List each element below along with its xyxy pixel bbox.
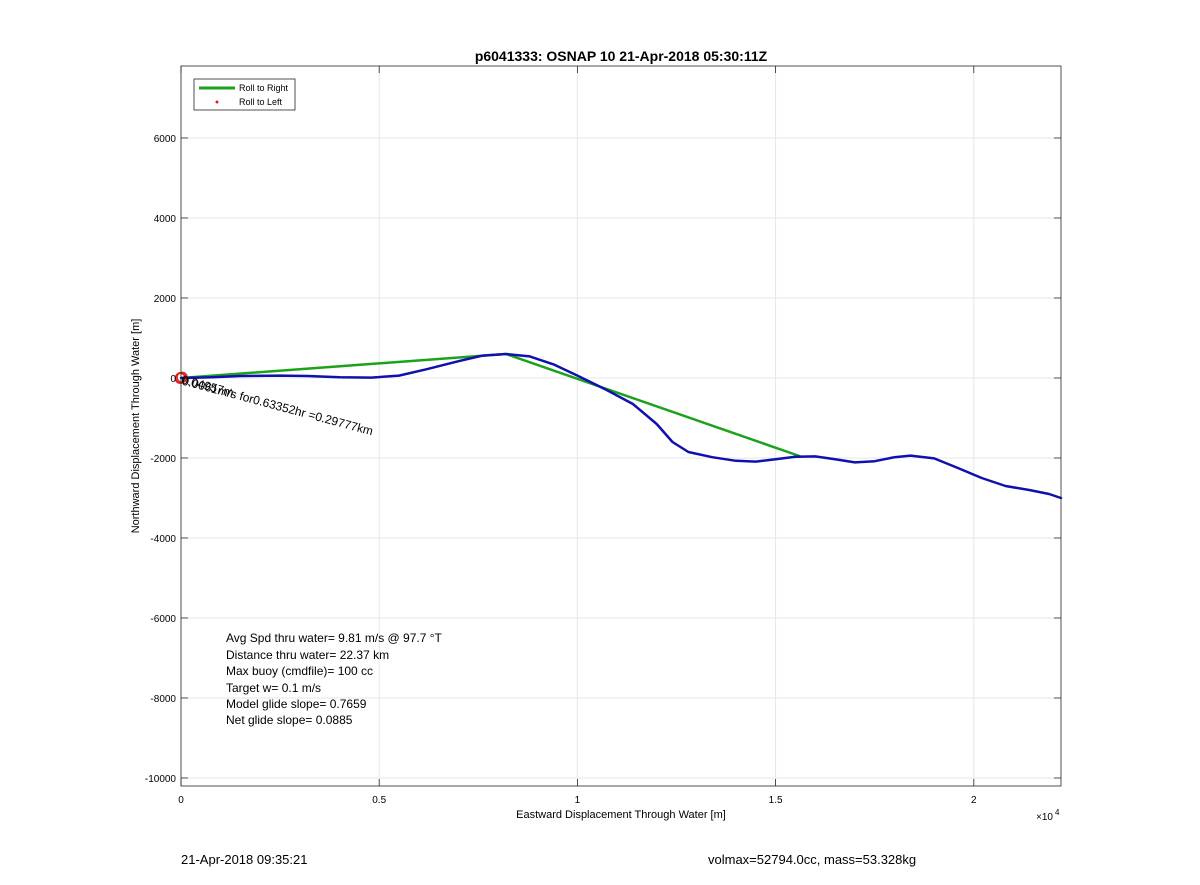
stats-line-max-buoy: Max buoy (cmdfile)= 100 cc bbox=[226, 664, 373, 678]
x-axis-label: Eastward Displacement Through Water [m] bbox=[516, 809, 726, 821]
y-tick-label: 4000 bbox=[154, 214, 177, 225]
series-glider-track bbox=[179, 352, 1063, 500]
grid-lines bbox=[180, 66, 1061, 786]
series-lines bbox=[179, 352, 1063, 500]
x-tick-label: 0.5 bbox=[372, 795, 386, 806]
y-tick-label: -4000 bbox=[150, 534, 176, 545]
stats-line-target-w: Target w= 0.1 m/s bbox=[226, 681, 321, 695]
legend-swatch-roll-left bbox=[215, 100, 219, 104]
legend-box bbox=[193, 78, 296, 111]
chart-title: p6041333: OSNAP 10 21-Apr-2018 05:30:11Z bbox=[475, 48, 768, 64]
stats-line-avg-speed: Avg Spd thru water= 9.81 m/s @ 97.7 °T bbox=[226, 631, 443, 645]
x-exponent-base: ×10 bbox=[1036, 812, 1053, 823]
legend: Roll to Right Roll to Left bbox=[193, 78, 296, 111]
x-tick-label: 1.5 bbox=[769, 795, 783, 806]
legend-label-roll-right: Roll to Right bbox=[239, 83, 289, 93]
footer-vol-mass: volmax=52794.0cc, mass=53.328kg bbox=[708, 852, 917, 867]
y-tick-label: -10000 bbox=[145, 774, 177, 785]
legend-label-roll-left: Roll to Left bbox=[239, 97, 283, 107]
y-tick-label: 6000 bbox=[154, 134, 177, 145]
footer-timestamp: 21-Apr-2018 09:35:21 bbox=[181, 852, 308, 867]
y-tick-label: 2000 bbox=[154, 294, 177, 305]
y-tick-label: -2000 bbox=[150, 454, 176, 465]
stats-line-distance: Distance thru water= 22.37 km bbox=[226, 648, 389, 662]
x-tick-label: 2 bbox=[971, 795, 977, 806]
y-axis-label: Northward Displacement Through Water [m] bbox=[130, 319, 142, 534]
y-tick-label: 0 bbox=[170, 374, 176, 385]
axis-ticks: 0 0.5 1 1.5 2 6000 4000 2000 0 -2000 -4000 -6000 -80… bbox=[145, 66, 1061, 806]
stats-block: Avg Spd thru water= 9.81 m/s @ 97.7 °T D… bbox=[226, 631, 443, 727]
stats-line-net-glide: Net glide slope= 0.0885 bbox=[226, 713, 353, 727]
x-exponent: ×10 4 bbox=[1036, 808, 1060, 823]
x-tick-label: 1 bbox=[575, 795, 581, 806]
y-tick-label: -8000 bbox=[150, 694, 176, 705]
x-exponent-power: 4 bbox=[1055, 808, 1060, 817]
stats-line-model-glide: Model glide slope= 0.7659 bbox=[226, 697, 367, 711]
x-tick-label: 0 bbox=[178, 795, 184, 806]
y-tick-label: -6000 bbox=[150, 614, 176, 625]
plot-frame bbox=[180, 65, 1062, 787]
